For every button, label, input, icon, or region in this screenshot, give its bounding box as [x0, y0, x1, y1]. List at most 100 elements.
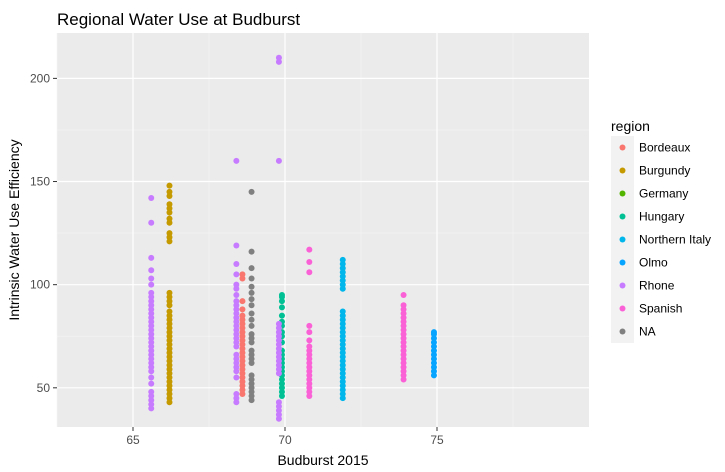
data-point	[166, 312, 173, 319]
data-point	[400, 347, 407, 354]
data-point	[166, 188, 173, 195]
data-point	[278, 388, 285, 395]
data-point	[339, 269, 346, 276]
data-point	[148, 351, 155, 358]
data-point	[248, 296, 255, 303]
data-point	[148, 380, 155, 387]
data-point	[339, 362, 346, 369]
data-point	[166, 316, 173, 323]
data-point	[148, 360, 155, 367]
legend-key-dot	[619, 259, 626, 266]
legend-label: Rhone	[639, 279, 675, 293]
data-point	[239, 306, 246, 313]
data-point	[306, 337, 313, 344]
data-point	[239, 357, 246, 364]
data-point	[275, 357, 282, 364]
data-point	[275, 370, 282, 377]
y-tick-label: 200	[30, 71, 50, 85]
data-point	[148, 397, 155, 404]
data-point	[306, 329, 313, 336]
data-point	[233, 374, 240, 381]
data-point	[148, 318, 155, 325]
data-point	[339, 378, 346, 385]
data-point	[148, 306, 155, 313]
data-point	[339, 261, 346, 268]
data-point	[233, 395, 240, 402]
y-tick-label: 50	[37, 381, 51, 395]
data-point	[430, 329, 437, 336]
data-point	[275, 341, 282, 348]
data-point	[339, 316, 346, 323]
data-point	[400, 335, 407, 342]
data-point	[339, 345, 346, 352]
data-point	[248, 248, 255, 255]
data-point	[148, 322, 155, 329]
data-point	[306, 376, 313, 383]
grid-lines	[56, 33, 589, 427]
data-point	[166, 192, 173, 199]
data-point	[430, 351, 437, 358]
data-point	[248, 339, 255, 346]
data-point	[306, 388, 313, 395]
data-point	[148, 374, 155, 381]
data-point	[306, 355, 313, 362]
data-point	[148, 267, 155, 274]
data-point	[239, 298, 246, 305]
data-point	[400, 368, 407, 375]
legend-key-dot	[619, 305, 626, 312]
legend-label: Spanish	[639, 302, 682, 316]
data-point	[166, 329, 173, 336]
data-point	[239, 353, 246, 360]
data-point	[239, 370, 246, 377]
data-point	[233, 368, 240, 375]
data-point	[278, 298, 285, 305]
data-point	[233, 390, 240, 397]
data-point	[400, 355, 407, 362]
data-point	[306, 372, 313, 379]
data-point	[339, 349, 346, 356]
data-point	[166, 349, 173, 356]
x-axis-ticks: 65 70 75	[126, 427, 444, 447]
data-point	[306, 380, 313, 387]
data-point	[166, 219, 173, 226]
data-point	[148, 405, 155, 412]
data-point	[339, 386, 346, 393]
legend-key-dot	[619, 328, 626, 335]
data-point	[233, 399, 240, 406]
data-point	[166, 215, 173, 222]
data-point	[400, 364, 407, 371]
data-point	[339, 390, 346, 397]
legend-key-dot	[619, 236, 626, 243]
data-point	[278, 376, 285, 383]
data-point	[339, 285, 346, 292]
data-point	[166, 302, 173, 309]
data-point	[275, 362, 282, 369]
data-point	[278, 380, 285, 387]
data-point	[166, 209, 173, 216]
data-point	[239, 366, 246, 373]
data-point	[400, 331, 407, 338]
x-tick-label: 65	[126, 433, 140, 447]
data-point	[233, 310, 240, 317]
data-point	[148, 289, 155, 296]
data-point	[148, 298, 155, 305]
data-point	[233, 339, 240, 346]
data-point	[166, 370, 173, 377]
data-point	[400, 372, 407, 379]
data-point	[306, 364, 313, 371]
data-point	[239, 349, 246, 356]
data-point	[339, 281, 346, 288]
data-point	[339, 333, 346, 340]
data-point	[306, 360, 313, 367]
data-point	[339, 265, 346, 272]
chart-title: Regional Water Use at Budburst	[57, 10, 300, 29]
x-tick-label: 75	[430, 433, 444, 447]
data-point	[166, 386, 173, 393]
data-point	[248, 335, 255, 342]
data-point	[233, 302, 240, 309]
data-point	[248, 351, 255, 358]
data-point	[166, 353, 173, 360]
legend-key-dot	[619, 190, 626, 197]
data-point	[430, 368, 437, 375]
data-point	[339, 341, 346, 348]
